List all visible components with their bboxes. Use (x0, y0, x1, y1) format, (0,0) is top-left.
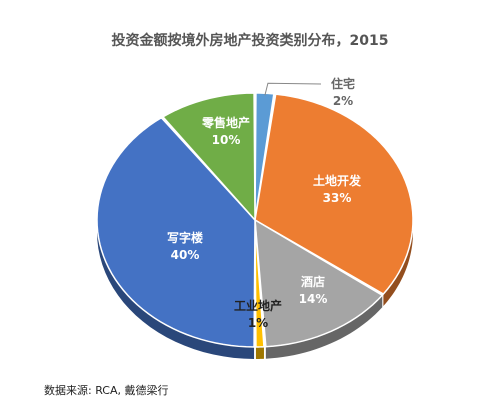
slice-value-2: 14% (299, 292, 328, 306)
slice-3 (254, 219, 265, 348)
slice-4-side (97, 220, 255, 359)
slice-value-4: 40% (171, 248, 200, 262)
slice-label-3: 工业地产 (234, 298, 282, 313)
slice-4 (96, 116, 256, 348)
slice-2 (254, 218, 384, 348)
slice-label-5: 零售地产 (201, 115, 250, 130)
slice-3-side (255, 346, 264, 359)
chart-title: 投资金额按境外房地产投资类别分布，2015 (111, 33, 389, 49)
pie-top-layer (96, 92, 414, 348)
slice-5 (161, 92, 256, 222)
slice-value-3: 1% (248, 316, 268, 330)
slice-2-side (265, 295, 383, 359)
slice-1 (254, 93, 414, 295)
slice-label-1: 土地开发 (313, 173, 362, 188)
slice-value-5: 10% (212, 133, 241, 147)
leader-lines (264, 82, 322, 96)
slice-value-0: 2% (333, 94, 353, 108)
slice-1-side (383, 220, 413, 307)
pie-depth-layer (97, 220, 413, 359)
slice-label-0: 住宅 (331, 76, 355, 91)
slice-labels: 住宅 2% 土地开发 33% 酒店 14% 工业地产 1% 写字楼 40% 零售地产 10% (167, 76, 362, 330)
leader-line-0 (264, 82, 322, 96)
source-note: 数据来源: RCA, 戴德梁行 (44, 384, 169, 397)
slice-value-1: 33% (323, 191, 352, 205)
slice-label-2: 酒店 (301, 274, 325, 289)
slice-label-4: 写字楼 (167, 230, 203, 245)
